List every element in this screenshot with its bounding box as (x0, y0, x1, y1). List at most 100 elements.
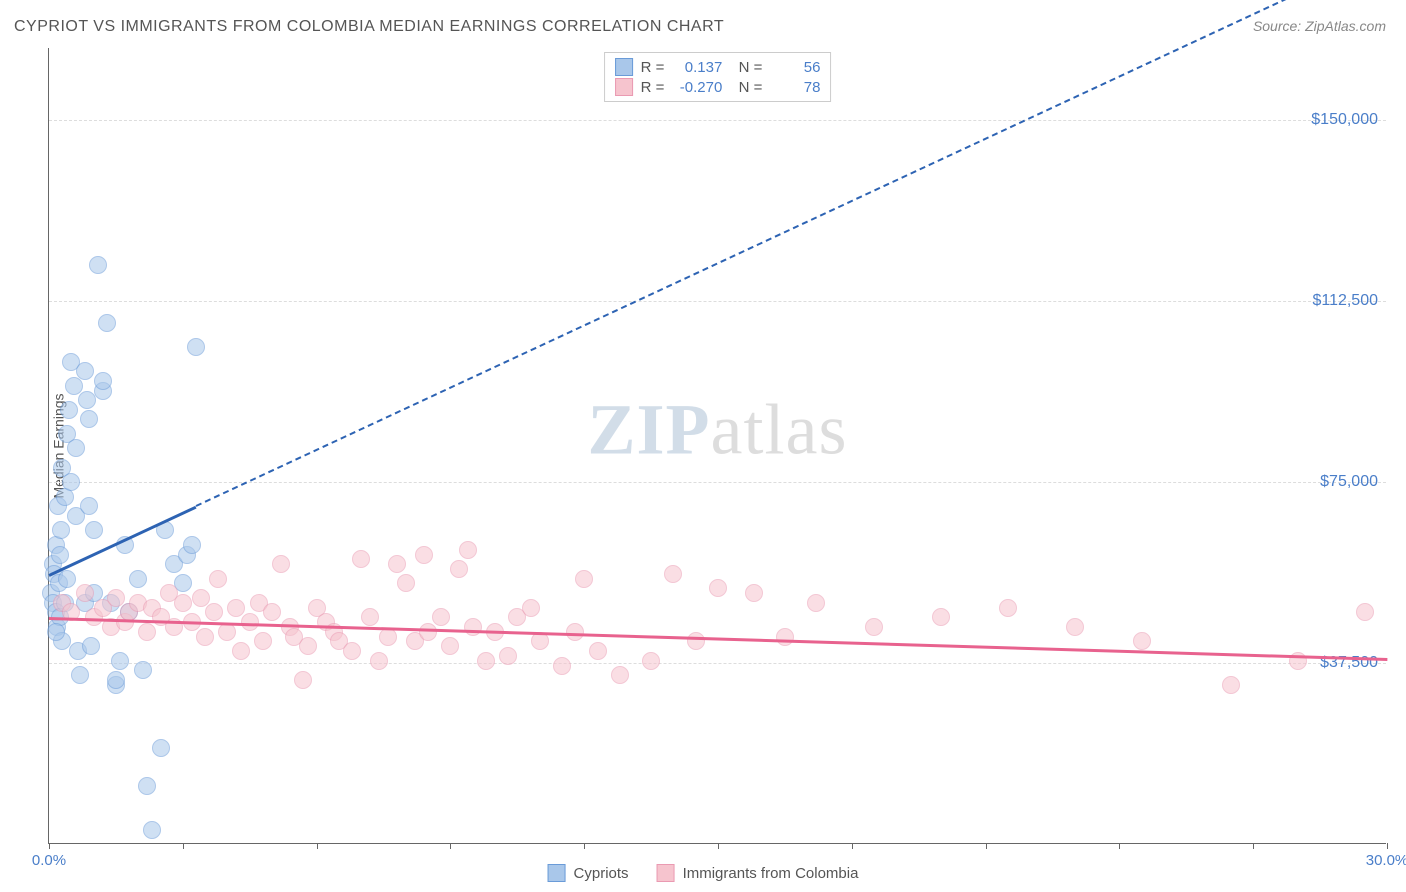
x-tick (1253, 843, 1254, 849)
x-tick (317, 843, 318, 849)
data-point (65, 377, 83, 395)
data-point (999, 599, 1017, 617)
data-point (415, 546, 433, 564)
data-point (865, 618, 883, 636)
data-point (477, 652, 495, 670)
plot-area: ZIPatlas R =0.137 N =56R =-0.270 N =78 $… (48, 48, 1386, 844)
data-point (388, 555, 406, 573)
data-point (611, 666, 629, 684)
data-point (58, 570, 76, 588)
data-point (807, 594, 825, 612)
data-point (1066, 618, 1084, 636)
watermark-atlas: atlas (711, 389, 848, 469)
data-point (522, 599, 540, 617)
data-point (67, 439, 85, 457)
x-tick (986, 843, 987, 849)
x-tick (718, 843, 719, 849)
data-point (432, 608, 450, 626)
legend-label: Cypriots (574, 865, 629, 882)
data-point (589, 642, 607, 660)
data-point (111, 652, 129, 670)
data-point (776, 628, 794, 646)
data-point (299, 637, 317, 655)
series-legend: Cypriots Immigrants from Colombia (548, 864, 859, 882)
stats-row: R =-0.270 N =78 (615, 77, 821, 97)
x-tick (852, 843, 853, 849)
data-point (566, 623, 584, 641)
data-point (98, 314, 116, 332)
data-point (575, 570, 593, 588)
data-point (709, 579, 727, 597)
y-tick-label: $150,000 (1311, 111, 1378, 129)
data-point (152, 739, 170, 757)
data-point (76, 584, 94, 602)
x-tick (183, 843, 184, 849)
y-tick-label: $75,000 (1320, 473, 1378, 491)
data-point (51, 546, 69, 564)
correlation-chart: CYPRIOT VS IMMIGRANTS FROM COLOMBIA MEDI… (0, 0, 1406, 892)
stats-row: R =0.137 N =56 (615, 57, 821, 77)
x-tick (584, 843, 585, 849)
data-point (254, 632, 272, 650)
x-tick-label: 30.0% (1366, 852, 1406, 869)
source-attribution: Source: ZipAtlas.com (1253, 18, 1386, 34)
data-point (205, 603, 223, 621)
data-point (450, 560, 468, 578)
stat-n-value: 78 (770, 79, 820, 96)
data-point (1356, 603, 1374, 621)
data-point (107, 671, 125, 689)
data-point (80, 410, 98, 428)
legend-swatch (548, 864, 566, 882)
data-point (1222, 676, 1240, 694)
stats-legend: R =0.137 N =56R =-0.270 N =78 (604, 52, 832, 102)
data-point (642, 652, 660, 670)
stat-r-value: 0.137 (672, 59, 722, 76)
watermark-zip: ZIP (588, 389, 711, 469)
legend-swatch (615, 78, 633, 96)
stat-r-value: -0.270 (672, 79, 722, 96)
data-point (745, 584, 763, 602)
data-point (553, 657, 571, 675)
legend-item: Immigrants from Colombia (657, 864, 859, 882)
data-point (52, 521, 70, 539)
legend-swatch (657, 864, 675, 882)
gridline (49, 482, 1386, 483)
trend-line (49, 617, 1387, 661)
data-point (294, 671, 312, 689)
data-point (94, 372, 112, 390)
data-point (192, 589, 210, 607)
data-point (272, 555, 290, 573)
data-point (263, 603, 281, 621)
x-tick (1387, 843, 1388, 849)
watermark: ZIPatlas (588, 388, 848, 471)
data-point (174, 594, 192, 612)
data-point (71, 666, 89, 684)
data-point (932, 608, 950, 626)
data-point (1133, 632, 1151, 650)
stat-r-label: R = (641, 79, 665, 96)
data-point (62, 473, 80, 491)
y-tick-label: $112,500 (1312, 292, 1378, 310)
data-point (76, 362, 94, 380)
data-point (361, 608, 379, 626)
data-point (129, 570, 147, 588)
data-point (138, 623, 156, 641)
data-point (143, 821, 161, 839)
data-point (60, 401, 78, 419)
data-point (687, 632, 705, 650)
chart-title: CYPRIOT VS IMMIGRANTS FROM COLOMBIA MEDI… (14, 18, 724, 36)
stat-n-value: 56 (770, 59, 820, 76)
data-point (85, 521, 103, 539)
data-point (397, 574, 415, 592)
data-point (499, 647, 517, 665)
data-point (459, 541, 477, 559)
data-point (82, 637, 100, 655)
data-point (80, 497, 98, 515)
data-point (89, 256, 107, 274)
data-point (664, 565, 682, 583)
data-point (441, 637, 459, 655)
x-tick (1119, 843, 1120, 849)
data-point (343, 642, 361, 660)
legend-label: Immigrants from Colombia (683, 865, 859, 882)
data-point (209, 570, 227, 588)
